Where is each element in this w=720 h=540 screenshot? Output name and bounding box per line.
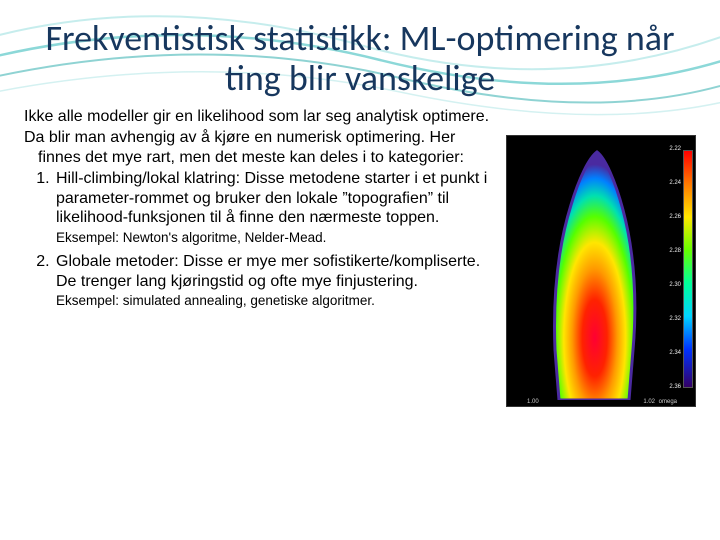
- body-text: Ikke alle modeller gir en likelihood som…: [24, 107, 498, 316]
- example-2: Eksempel: simulated annealing, genetiske…: [24, 293, 498, 309]
- list-item-1: Hill-climbing/lokal klatring: Disse meto…: [54, 169, 498, 228]
- x-axis-ticks: 1.00 1.02: [527, 399, 655, 405]
- likelihood-heatmap: 2.22 2.24 2.26 2.28 2.30 2.32 2.34 2.36 …: [506, 135, 696, 407]
- paragraph-2: Da blir man avhengig av å kjøre en numer…: [24, 128, 498, 167]
- slide-title: Frekventistisk statistikk: ML-optimering…: [44, 18, 676, 99]
- x-axis-label: omega: [659, 399, 677, 405]
- list-item-2: Globale metoder: Disse er mye mer sofist…: [54, 252, 498, 291]
- paragraph-1: Ikke alle modeller gir en likelihood som…: [24, 107, 498, 127]
- example-1: Eksempel: Newton's algoritme, Nelder-Mea…: [24, 230, 498, 246]
- colorbar-ticks: 2.22 2.24 2.26 2.28 2.30 2.32 2.34 2.36: [669, 146, 681, 390]
- heatmap-flame: [531, 150, 649, 400]
- colorbar: [683, 150, 693, 388]
